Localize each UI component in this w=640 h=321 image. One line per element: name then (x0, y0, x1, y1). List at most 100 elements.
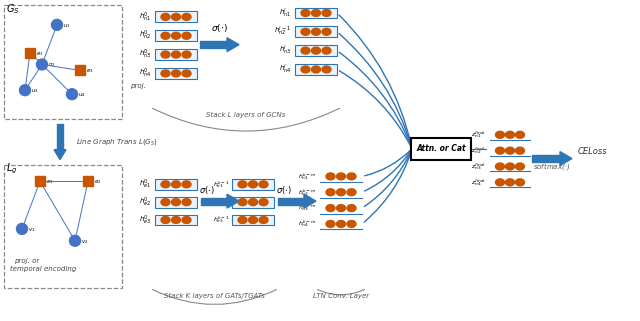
Ellipse shape (301, 10, 310, 16)
Text: $h_{e3}^0$: $h_{e3}^0$ (139, 213, 151, 227)
Text: Stack K layers of GATs/TGATs: Stack K layers of GATs/TGATs (164, 293, 265, 299)
Text: $u_3$: $u_3$ (31, 87, 38, 95)
Ellipse shape (172, 181, 180, 188)
Text: $h_{n1}^{k-m}$: $h_{n1}^{k-m}$ (298, 171, 316, 182)
Text: $u_1$: $u_1$ (63, 22, 70, 30)
Ellipse shape (326, 221, 335, 227)
Ellipse shape (172, 13, 180, 21)
Ellipse shape (515, 131, 525, 138)
Ellipse shape (172, 216, 180, 223)
Polygon shape (54, 150, 66, 160)
Ellipse shape (495, 179, 504, 186)
Ellipse shape (515, 163, 525, 170)
Ellipse shape (515, 179, 525, 186)
Ellipse shape (172, 51, 180, 58)
Ellipse shape (238, 199, 247, 206)
Text: $h_{e2}^0$: $h_{e2}^0$ (139, 195, 151, 209)
Ellipse shape (337, 173, 346, 180)
Text: $h_{n2}^{l-1}$: $h_{n2}^{l-1}$ (274, 25, 291, 39)
Ellipse shape (172, 70, 180, 77)
Circle shape (17, 223, 28, 234)
Text: LTN Conv. Layer: LTN Conv. Layer (313, 293, 369, 299)
Ellipse shape (495, 147, 504, 154)
FancyBboxPatch shape (155, 179, 197, 190)
Text: proj.: proj. (130, 83, 146, 89)
Ellipse shape (161, 32, 170, 39)
Text: $h_{e2}^{k-1}$: $h_{e2}^{k-1}$ (213, 197, 230, 208)
Text: $h_{n4}^0$: $h_{n4}^0$ (139, 67, 151, 80)
Ellipse shape (506, 163, 515, 170)
Ellipse shape (301, 66, 310, 73)
FancyBboxPatch shape (25, 48, 35, 57)
FancyBboxPatch shape (155, 214, 197, 225)
Ellipse shape (182, 181, 191, 188)
FancyBboxPatch shape (155, 12, 197, 22)
Ellipse shape (161, 216, 170, 223)
Text: $u_4$: $u_4$ (78, 91, 86, 99)
Ellipse shape (182, 199, 191, 206)
Ellipse shape (259, 181, 268, 188)
Ellipse shape (301, 47, 310, 54)
Ellipse shape (248, 216, 257, 223)
Text: Stack L layers of GCNs: Stack L layers of GCNs (206, 112, 285, 118)
Ellipse shape (172, 32, 180, 39)
Ellipse shape (506, 147, 515, 154)
Text: $v_1$: $v_1$ (28, 226, 35, 234)
Text: $h_{n3}^{l}$: $h_{n3}^{l}$ (279, 44, 291, 57)
Text: $h_{n3}^{k-m}$: $h_{n3}^{k-m}$ (298, 203, 316, 213)
Text: softmax($\cdot$): softmax($\cdot$) (533, 161, 571, 172)
Ellipse shape (322, 66, 331, 73)
Ellipse shape (312, 47, 321, 54)
Text: $v_2$: $v_2$ (81, 238, 88, 246)
FancyBboxPatch shape (295, 26, 337, 37)
FancyBboxPatch shape (411, 138, 471, 160)
Ellipse shape (337, 221, 346, 227)
Ellipse shape (322, 47, 331, 54)
Circle shape (67, 89, 77, 100)
Text: $G_S$: $G_S$ (6, 2, 20, 16)
Ellipse shape (326, 189, 335, 196)
FancyBboxPatch shape (295, 64, 337, 75)
FancyBboxPatch shape (295, 45, 337, 56)
Text: $h_{n2}^0$: $h_{n2}^0$ (139, 29, 151, 42)
FancyBboxPatch shape (232, 179, 274, 190)
Text: $n_2$: $n_2$ (48, 62, 56, 69)
Ellipse shape (259, 199, 268, 206)
Ellipse shape (495, 131, 504, 138)
Text: $\sigma(\cdot)$: $\sigma(\cdot)$ (211, 22, 227, 34)
Text: $h_{e3}^{k-1}$: $h_{e3}^{k-1}$ (213, 214, 230, 225)
FancyBboxPatch shape (83, 177, 93, 186)
Ellipse shape (161, 70, 170, 77)
Ellipse shape (301, 28, 310, 35)
Text: $h_{e1}^{k-1}$: $h_{e1}^{k-1}$ (213, 179, 230, 190)
Text: $e_2$: $e_2$ (94, 178, 102, 186)
Ellipse shape (326, 204, 335, 212)
Polygon shape (227, 38, 239, 52)
Text: $h_{n3}^0$: $h_{n3}^0$ (139, 48, 151, 61)
Ellipse shape (312, 28, 321, 35)
Ellipse shape (182, 216, 191, 223)
Ellipse shape (495, 163, 504, 170)
Ellipse shape (182, 13, 191, 21)
Ellipse shape (312, 10, 321, 16)
Ellipse shape (238, 181, 247, 188)
Ellipse shape (506, 131, 515, 138)
FancyBboxPatch shape (155, 30, 197, 41)
Ellipse shape (172, 199, 180, 206)
Circle shape (19, 85, 31, 96)
Ellipse shape (506, 179, 515, 186)
Text: $z_{n1}^{final}$: $z_{n1}^{final}$ (471, 129, 486, 140)
Ellipse shape (347, 221, 356, 227)
Text: Line Graph Trans $L(G_S)$: Line Graph Trans $L(G_S)$ (76, 137, 158, 147)
Ellipse shape (182, 51, 191, 58)
FancyBboxPatch shape (155, 197, 197, 208)
Text: $L_g$: $L_g$ (6, 162, 17, 176)
Text: proj. or: proj. or (14, 257, 39, 264)
Text: $\sigma(\cdot)$: $\sigma(\cdot)$ (276, 184, 292, 196)
Ellipse shape (347, 204, 356, 212)
Ellipse shape (515, 147, 525, 154)
Polygon shape (227, 194, 239, 208)
Text: $h_{n1}^0$: $h_{n1}^0$ (139, 10, 151, 23)
FancyBboxPatch shape (295, 7, 337, 18)
Circle shape (70, 235, 81, 246)
